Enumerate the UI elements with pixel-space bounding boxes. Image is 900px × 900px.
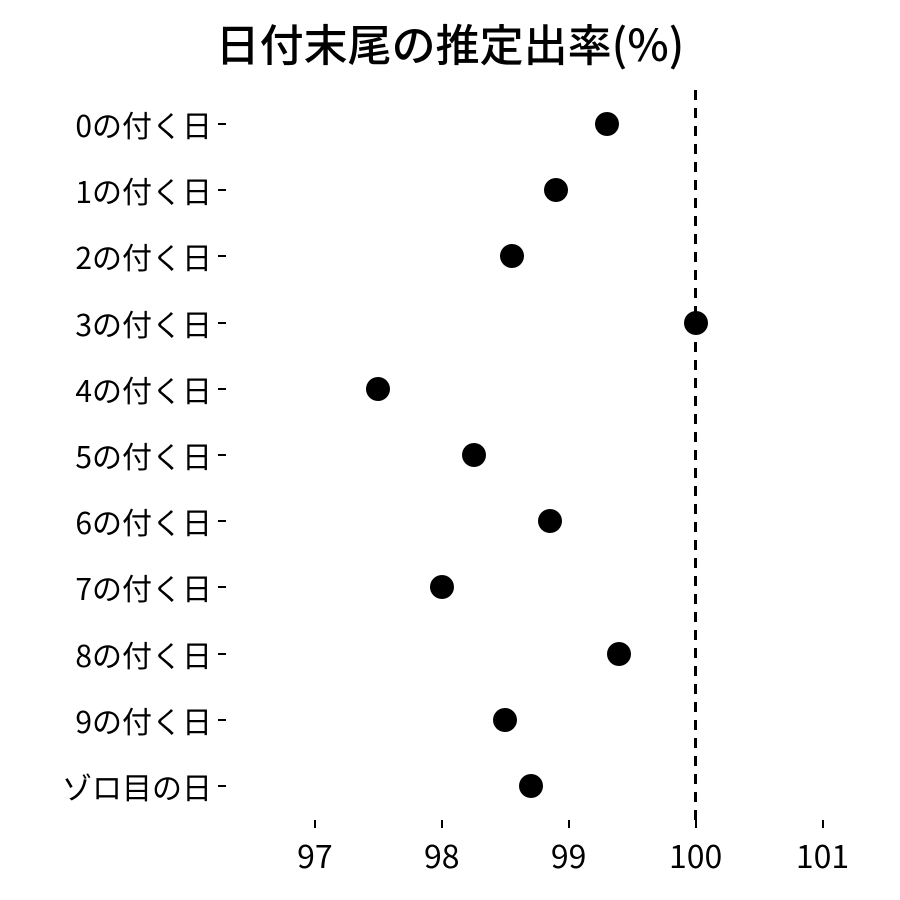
data-point [595,112,619,136]
y-tick-label: 9の付く日 [75,698,212,742]
data-point [366,377,390,401]
x-tick-mark [695,820,697,828]
data-point [493,708,517,732]
reference-line-svg [693,90,698,820]
x-tick-label: 98 [424,832,460,878]
x-tick-mark [822,820,824,828]
data-point [607,642,631,666]
data-point [538,509,562,533]
y-tick-label: 1の付く日 [75,168,212,212]
plot-area: 0の付く日1の付く日2の付く日3の付く日4の付く日5の付く日6の付く日7の付く日… [226,90,886,820]
data-point [544,178,568,202]
data-point [684,311,708,335]
y-tick-mark [218,454,226,456]
y-tick-label: 8の付く日 [75,632,212,676]
x-tick-mark [568,820,570,828]
y-tick-mark [218,719,226,721]
data-point [430,575,454,599]
x-tick-label: 101 [796,832,849,878]
x-tick-label: 97 [297,832,333,878]
chart-title: 日付末尾の推定出率(%) [0,10,900,74]
y-tick-label: 6の付く日 [75,499,212,543]
x-tick-label: 99 [551,832,587,878]
y-tick-label: 7の付く日 [75,565,212,609]
y-tick-label: 0の付く日 [75,102,212,146]
x-tick-mark [441,820,443,828]
data-point [519,774,543,798]
x-tick-label: 100 [669,832,722,878]
y-tick-mark [218,785,226,787]
y-tick-label: 5の付く日 [75,433,212,477]
y-tick-mark [218,653,226,655]
data-point [500,244,524,268]
x-tick-mark [314,820,316,828]
y-tick-mark [218,520,226,522]
y-tick-mark [218,586,226,588]
y-tick-label: 4の付く日 [75,367,212,411]
data-point [462,443,486,467]
y-tick-mark [218,322,226,324]
y-tick-label: 3の付く日 [75,301,212,345]
y-tick-label: ゾロ目の日 [62,764,212,808]
y-tick-mark [218,189,226,191]
y-tick-mark [218,255,226,257]
y-tick-mark [218,123,226,125]
y-tick-label: 2の付く日 [75,234,212,278]
chart-container: 日付末尾の推定出率(%) 0の付く日1の付く日2の付く日3の付く日4の付く日5の… [0,0,900,900]
y-tick-mark [218,388,226,390]
